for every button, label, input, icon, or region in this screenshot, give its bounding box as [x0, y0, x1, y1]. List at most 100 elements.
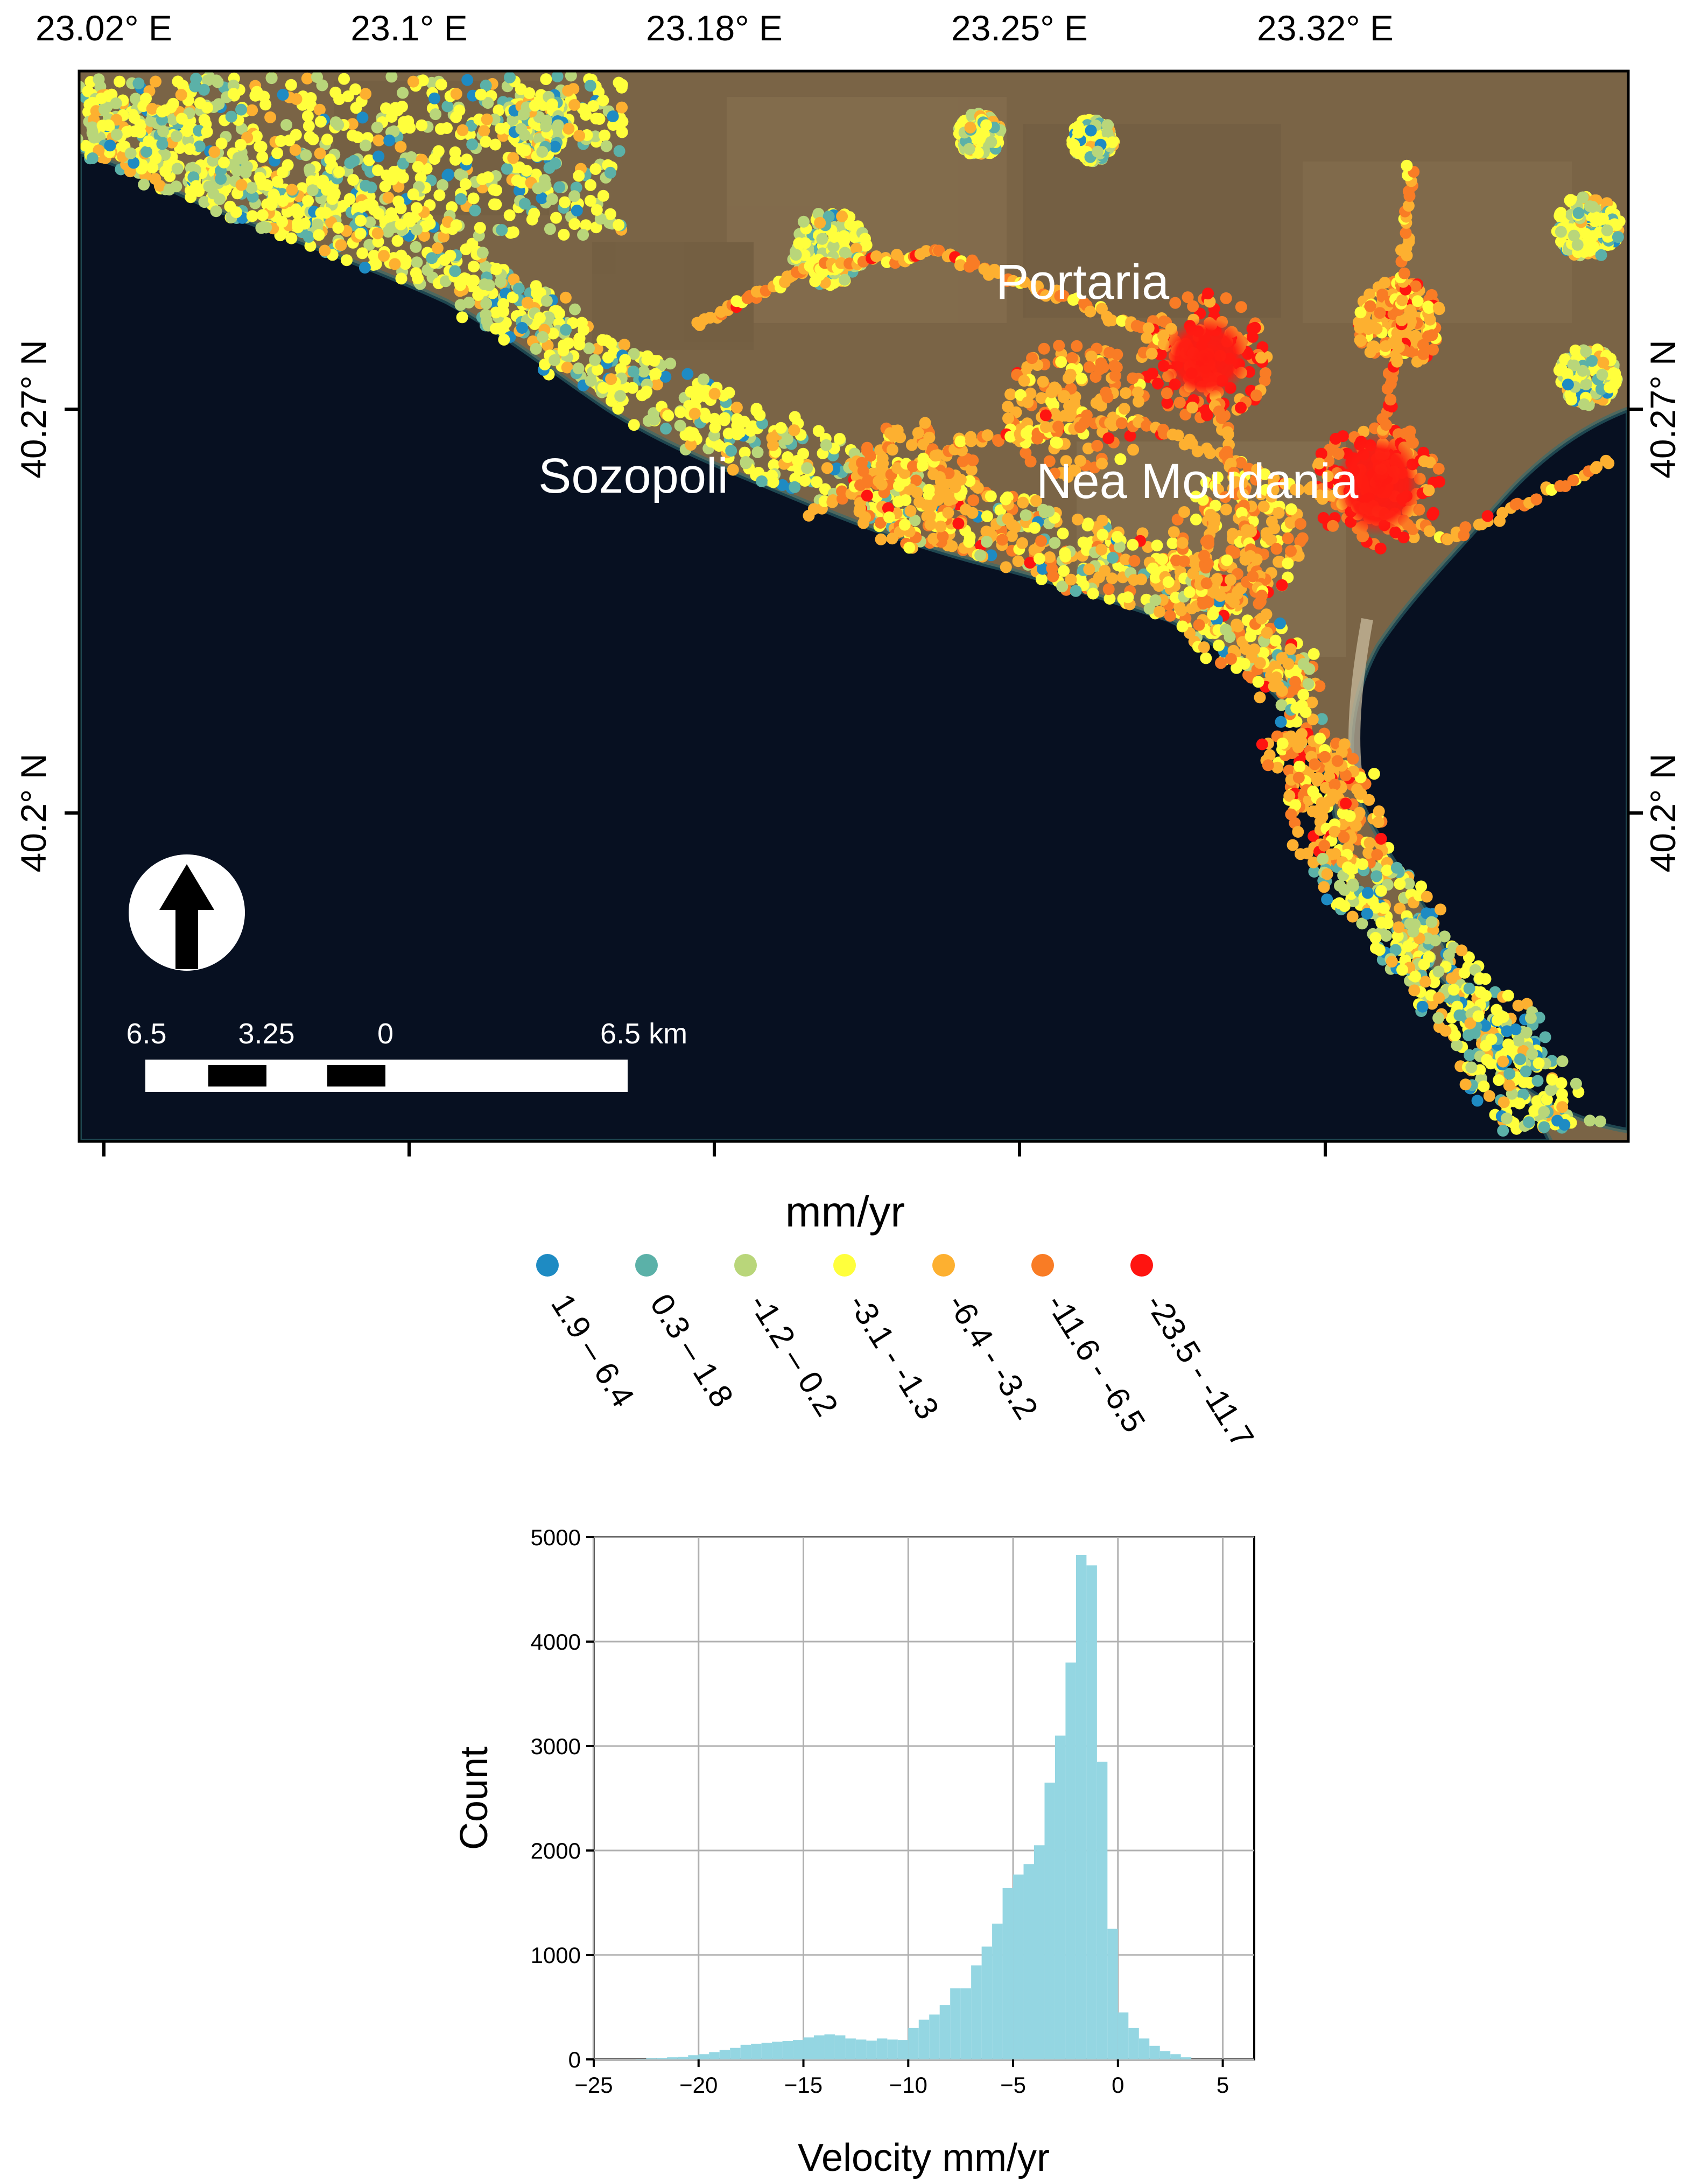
- lat-label-right-1: 40.27° N: [1643, 340, 1683, 479]
- histogram-bar: [688, 2055, 699, 2059]
- histogram-bar: [719, 2050, 730, 2059]
- legend-swatch-0: [536, 1254, 559, 1277]
- place-label-sozopoli: Sozopoli: [538, 448, 728, 503]
- histogram-bar: [1055, 1735, 1066, 2059]
- scale-label-0: 0: [377, 1018, 393, 1050]
- histogram-bar: [656, 2058, 667, 2059]
- xtick-label-3: −10: [889, 2072, 927, 2098]
- legend-swatch-3: [833, 1254, 856, 1277]
- histogram-bar: [1023, 1864, 1034, 2059]
- histogram-bar: [908, 2028, 919, 2059]
- histogram-bar: [992, 1923, 1003, 2059]
- histogram-bar: [824, 2034, 835, 2059]
- histogram-bar: [667, 2057, 678, 2059]
- ytick-label-5: 5000: [531, 1525, 581, 1550]
- histogram-bar: [897, 2040, 909, 2059]
- ytick-label-3: 3000: [531, 1734, 581, 1759]
- portaria-red-cluster: [1163, 318, 1249, 398]
- bottom-ticks: [102, 1141, 1327, 1156]
- scale-label-6-5: 6.5: [126, 1018, 166, 1050]
- histogram-bar: [646, 2058, 657, 2059]
- histogram-bar: [960, 1988, 972, 2059]
- ytick-label-0: 0: [568, 2047, 581, 2072]
- histogram-ylabel: Count: [453, 1747, 496, 1850]
- histogram-bar: [1086, 1565, 1097, 2059]
- histogram-bar: [1138, 2038, 1150, 2059]
- legend-title: mm/yr: [785, 1188, 905, 1236]
- histogram-bar: [1159, 2051, 1171, 2059]
- legend-swatch-4: [932, 1254, 955, 1277]
- histogram-bar: [918, 2020, 930, 2059]
- legend-label-6: -23.5 - -11.7: [1138, 1287, 1261, 1454]
- histogram-bar: [1013, 1874, 1024, 2059]
- histogram-bar: [740, 2044, 751, 2059]
- xtick-label-1: −20: [679, 2072, 718, 2098]
- histogram-bar: [1128, 2028, 1139, 2059]
- lat-label-right-2: 40.2° N: [1643, 754, 1683, 873]
- place-label-portaria: Portaria: [996, 255, 1170, 310]
- histogram-bar: [782, 2041, 793, 2059]
- histogram: −25 −20 −15 −10 −5 0 5 0 1000 2000 3000 4000 5000 Ve…: [453, 1525, 1255, 2179]
- histogram-axes: −25 −20 −15 −10 −5 0 5 0 1000 2000 3000 4000 5000: [531, 1525, 1229, 2098]
- histogram-bar: [814, 2035, 825, 2059]
- histogram-bar: [855, 2039, 867, 2059]
- ytick-label-4: 4000: [531, 1629, 581, 1655]
- north-arrow-icon: [129, 854, 245, 971]
- legend-label-3: -3.1 - -1.3: [841, 1287, 946, 1425]
- side-ticks: [65, 408, 1643, 815]
- lat-label-left-2: 40.2° N: [13, 754, 53, 873]
- scale-bar: 6.5 3.25 0 6.5 km: [126, 1018, 687, 1092]
- histogram-bar: [730, 2048, 741, 2059]
- histogram-bar: [981, 1946, 993, 2059]
- lon-label-top-1: 23.02° E: [36, 8, 172, 48]
- histogram-bar: [834, 2035, 846, 2059]
- xtick-label-6: 5: [1217, 2072, 1229, 2098]
- histogram-bar: [845, 2038, 856, 2059]
- histogram-bar: [1097, 1762, 1108, 2059]
- histogram-bar: [866, 2041, 877, 2059]
- histogram-bar: [887, 2039, 898, 2059]
- legend: mm/yr 1.9 – 6.4 0.3 – 1.8 -1.2 – 0.2-3.1 -…: [536, 1188, 1261, 1454]
- histogram-bars: [635, 1554, 1192, 2059]
- histogram-xlabel: Velocity mm/yr: [798, 2136, 1050, 2179]
- lon-label-top-5: 23.32° E: [1257, 8, 1394, 48]
- lat-label-left-1: 40.27° N: [13, 340, 53, 479]
- histogram-bar: [709, 2052, 720, 2059]
- legend-label-2: -1.2 – 0.2: [742, 1287, 845, 1422]
- legend-label-5: -11.6 - -6.5: [1039, 1287, 1152, 1439]
- histogram-bar: [1149, 2045, 1160, 2059]
- scale-label-6-5-km: 6.5 km: [600, 1018, 687, 1050]
- ytick-label-1: 1000: [531, 1943, 581, 1968]
- legend-label-0: 1.9 – 6.4: [544, 1287, 642, 1413]
- histogram-bar: [1170, 2054, 1181, 2059]
- legend-swatch-1: [635, 1254, 658, 1277]
- legend-swatch-2: [734, 1254, 757, 1277]
- legend-swatch-5: [1031, 1254, 1054, 1277]
- xtick-label-4: −5: [1000, 2072, 1026, 2098]
- ps-points: [79, 71, 1626, 1137]
- legend-items: 1.9 – 6.4 0.3 – 1.8 -1.2 – 0.2-3.1 - -1.3-…: [536, 1254, 1261, 1454]
- histogram-bar: [698, 2054, 709, 2059]
- histogram-bar: [929, 2014, 940, 2059]
- xtick-label-0: −25: [574, 2072, 613, 2098]
- legend-swatch-6: [1130, 1254, 1153, 1277]
- map-panel: Portaria Sozopoli Nea Moudania 6.5 3.25 …: [13, 8, 1683, 1156]
- histogram-bar: [751, 2043, 762, 2059]
- histogram-bar: [1117, 2012, 1129, 2059]
- ytick-label-2: 2000: [531, 1838, 581, 1863]
- lon-label-top-2: 23.1° E: [350, 8, 467, 48]
- histogram-bar: [803, 2037, 814, 2059]
- histogram-bar: [950, 1988, 961, 2059]
- legend-label-4: -6.4 - -3.2: [940, 1287, 1045, 1425]
- histogram-bar: [939, 2005, 951, 2059]
- histogram-bar: [772, 2042, 783, 2059]
- histogram-bar: [761, 2042, 772, 2059]
- histogram-bar: [1065, 1662, 1076, 2059]
- lon-label-top-4: 23.25° E: [951, 8, 1088, 48]
- scale-label-3-25: 3.25: [238, 1018, 294, 1050]
- place-label-nea-moudania: Nea Moudania: [1036, 454, 1359, 509]
- histogram-bar: [1002, 1888, 1014, 2059]
- histogram-bar: [1107, 1929, 1118, 2059]
- histogram-bar: [677, 2057, 688, 2059]
